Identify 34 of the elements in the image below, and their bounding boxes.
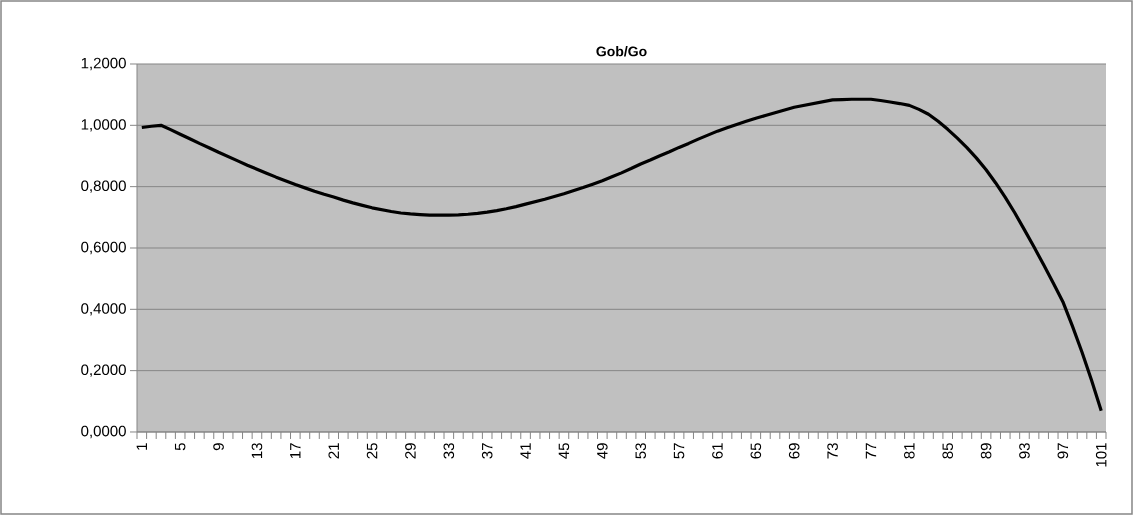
x-tick-label: 65 [750, 443, 762, 459]
x-tick-label: 61 [712, 443, 723, 459]
x-tick-label: 81 [904, 443, 915, 459]
x-tick-label: 69 [788, 443, 800, 459]
y-tick-label: 0,0000 [81, 425, 126, 439]
x-tick-label: 101 [1095, 443, 1107, 467]
x-tick-label: 41 [520, 443, 531, 459]
y-tick-label: 0,8000 [81, 180, 126, 193]
x-tick-label: 33 [443, 443, 455, 459]
x-tick-label: 25 [366, 443, 378, 459]
y-tick-label: 0,2000 [81, 364, 126, 377]
x-tick-label: 9 [213, 443, 224, 451]
x-tick-label: 77 [865, 443, 877, 459]
y-tick-label: 1,0000 [81, 119, 126, 132]
chart-title: Gob/Go [596, 46, 647, 57]
x-tick-label: 89 [980, 443, 992, 459]
x-tick-label: 45 [558, 443, 570, 459]
x-tick-label: 37 [481, 443, 493, 459]
x-tick-label: 49 [597, 443, 608, 459]
x-tick-label: 13 [251, 443, 263, 459]
x-tick-label: 97 [1057, 443, 1069, 459]
x-tick-label: 17 [290, 443, 301, 459]
y-tick-label: 0,4000 [81, 303, 126, 316]
x-tick-label: 21 [328, 443, 339, 459]
x-tick-label: 53 [635, 443, 646, 459]
y-tick-label: 0,6000 [81, 241, 126, 255]
x-tick-label: 85 [942, 443, 954, 459]
x-tick-label: 5 [174, 443, 186, 451]
x-tick-label: 93 [1019, 443, 1030, 459]
y-tick-label: 1,2000 [81, 57, 126, 71]
x-tick-label: 73 [827, 443, 838, 459]
x-tick-label: 1 [136, 443, 147, 450]
x-tick-label: 29 [405, 443, 416, 459]
x-tick-label: 57 [673, 443, 685, 459]
